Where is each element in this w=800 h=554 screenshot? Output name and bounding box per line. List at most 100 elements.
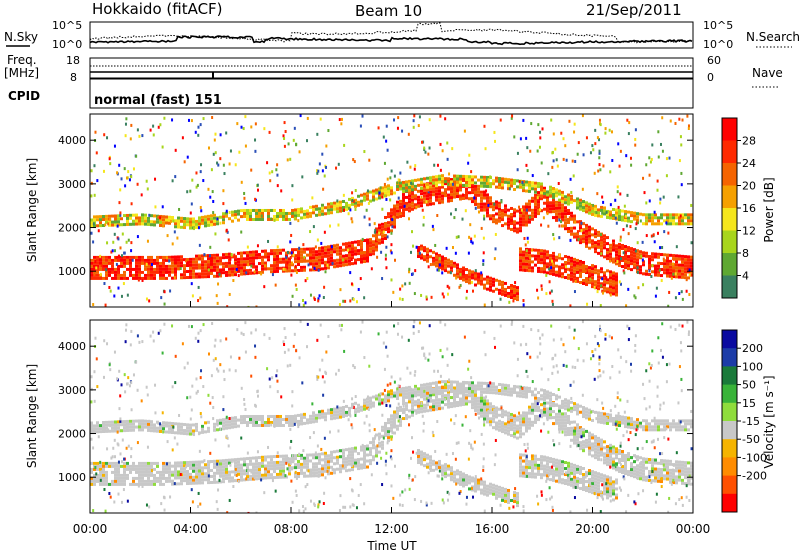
power-cell xyxy=(123,167,126,171)
power-cell xyxy=(522,186,525,190)
power-cell xyxy=(120,223,123,227)
velocity-cell xyxy=(123,470,126,474)
power-cell xyxy=(660,279,663,283)
velocity-cell xyxy=(558,421,561,425)
power-cell xyxy=(576,152,579,156)
power-cell xyxy=(118,201,121,205)
power-cell xyxy=(519,250,522,254)
velocity-cell xyxy=(369,405,372,409)
power-cell xyxy=(381,222,384,226)
velocity-cell xyxy=(576,432,579,436)
velocity-cell xyxy=(225,461,228,465)
velocity-cell xyxy=(126,464,129,468)
velocity-cell xyxy=(603,458,606,462)
power-cell xyxy=(90,273,93,277)
velocity-cell xyxy=(138,419,141,423)
power-cell xyxy=(585,229,588,233)
velocity-cell xyxy=(597,457,600,461)
power-cell xyxy=(427,193,430,197)
power-cell xyxy=(366,238,369,242)
velocity-cell xyxy=(555,415,558,419)
velocity-cell xyxy=(345,410,348,414)
velocity-cell xyxy=(225,467,228,471)
power-cell xyxy=(141,255,144,259)
power-cell xyxy=(141,222,144,226)
power-cell xyxy=(543,264,546,268)
power-cell xyxy=(625,224,628,228)
velocity-cell xyxy=(297,460,300,464)
power-cell xyxy=(349,208,352,212)
power-cell xyxy=(171,261,174,265)
power-cell xyxy=(207,187,210,191)
power-cell xyxy=(522,211,525,215)
velocity-cell xyxy=(690,482,693,486)
velocity-cell xyxy=(126,419,129,423)
power-cell xyxy=(234,261,237,265)
power-cell xyxy=(615,275,618,279)
velocity-cell xyxy=(249,462,252,466)
velocity-cell xyxy=(165,467,168,471)
power-cell xyxy=(588,202,591,206)
power-cell xyxy=(186,220,189,224)
power-cell xyxy=(650,234,653,238)
velocity-cell xyxy=(339,455,342,459)
power-cell xyxy=(511,114,514,118)
velocity-cell xyxy=(528,417,531,421)
power-cell xyxy=(348,247,351,251)
velocity-cell xyxy=(135,470,138,474)
power-cell xyxy=(543,255,546,259)
velocity-cell xyxy=(174,470,177,474)
power-cell xyxy=(222,268,225,272)
velocity-cell xyxy=(171,470,174,474)
power-cell xyxy=(601,291,604,295)
power-cell xyxy=(389,176,392,180)
velocity-cell xyxy=(255,414,258,418)
velocity-cell xyxy=(594,441,597,445)
velocity-cell xyxy=(624,463,627,467)
velocity-cell xyxy=(579,426,582,430)
power-cell xyxy=(228,292,231,296)
power-cell xyxy=(264,264,267,268)
power-cell xyxy=(107,222,110,226)
power-cell xyxy=(609,276,612,280)
power-cell xyxy=(397,213,400,217)
power-cell xyxy=(360,245,363,249)
power-cell xyxy=(487,178,490,182)
velocity-cell xyxy=(594,435,597,439)
velocity-cell xyxy=(141,482,144,486)
velocity-cell xyxy=(471,390,474,394)
velocity-cell xyxy=(342,411,345,415)
power-cell xyxy=(261,249,264,253)
power-cell xyxy=(279,211,282,215)
velocity-cell xyxy=(435,387,438,391)
power-cell xyxy=(426,194,429,198)
power-cell xyxy=(636,212,639,216)
velocity-cell xyxy=(327,457,330,461)
power-cell xyxy=(438,253,441,257)
power-cell xyxy=(573,122,576,126)
power-cell xyxy=(141,216,144,220)
power-cell xyxy=(564,201,567,205)
power-cell xyxy=(680,143,683,147)
power-cell xyxy=(546,204,549,208)
power-cell xyxy=(108,261,111,265)
power-cell xyxy=(685,289,688,293)
power-cell xyxy=(161,205,164,209)
power-cell xyxy=(609,243,612,247)
power-cell xyxy=(119,188,122,192)
power-cell xyxy=(327,251,330,255)
power-cell xyxy=(614,216,617,220)
velocity-cell xyxy=(363,460,366,464)
velocity-cell xyxy=(513,414,516,418)
velocity-cell xyxy=(573,435,576,439)
power-cell xyxy=(339,206,342,210)
power-cell xyxy=(660,253,663,257)
power-cell xyxy=(294,283,297,287)
velocity-cell xyxy=(645,478,648,482)
velocity-cell xyxy=(177,425,180,429)
power-cell xyxy=(552,159,555,163)
power-cell xyxy=(672,257,675,261)
velocity-cell xyxy=(402,386,405,390)
velocity-cell xyxy=(345,457,348,461)
velocity-cell xyxy=(504,410,507,414)
